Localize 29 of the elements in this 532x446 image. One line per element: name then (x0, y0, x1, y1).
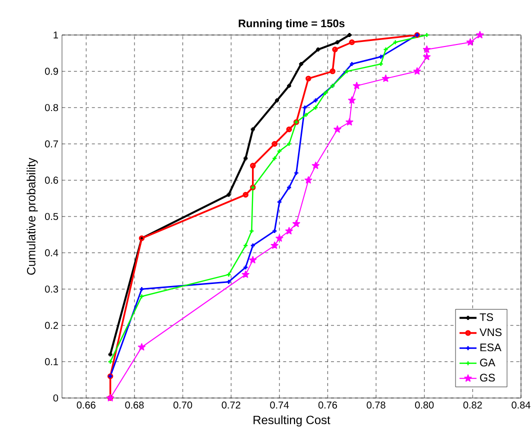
x-tick-label: 0.76 (318, 402, 337, 409)
y-tick-label: 0.2 (45, 322, 58, 329)
legend-label: GS (480, 374, 495, 382)
chart-title: Running time = 150s (238, 19, 344, 30)
x-tick-label: 0.66 (76, 402, 96, 409)
x-tick-label: 0.70 (173, 402, 192, 409)
legend-label: VNS (480, 328, 502, 336)
y-tick-label: 1 (54, 32, 58, 38)
x-tick-label: 0.72 (222, 402, 240, 409)
y-tick-label: 0.3 (45, 286, 58, 293)
legend-label: TS (480, 313, 494, 322)
y-axis-title: Cumulative probability (26, 158, 38, 275)
x-tick-label: 0.78 (366, 402, 386, 409)
y-tick-label: 0.1 (45, 358, 58, 366)
y-tick-label: 0 (53, 394, 58, 402)
y-tick-label: 0.4 (45, 249, 58, 256)
x-axis-title: Resulting Cost (254, 415, 330, 427)
y-tick-label: 0.7 (45, 140, 58, 148)
x-tick-label: 0.80 (415, 402, 434, 409)
y-tick-label: 0.9 (45, 68, 58, 75)
x-tick-label: 0.84 (512, 402, 530, 409)
legend-label: ESA (480, 344, 502, 352)
y-tick-label: 0.5 (45, 212, 58, 220)
legend-label: GA (480, 358, 496, 366)
y-tick-label: 0.6 (45, 176, 58, 184)
y-tick-label: 0.8 (45, 104, 58, 112)
x-tick-label: 0.82 (463, 402, 482, 409)
x-tick-label: 0.68 (125, 402, 144, 409)
x-tick-label: 0.74 (270, 402, 289, 409)
